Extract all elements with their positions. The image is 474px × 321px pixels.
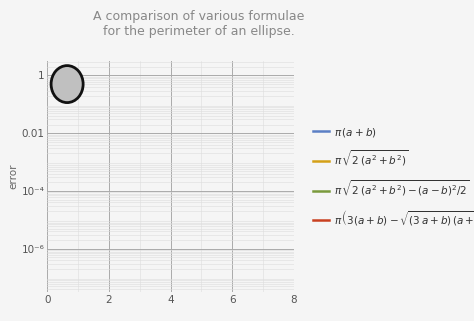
Y-axis label: error: error xyxy=(9,164,19,189)
Ellipse shape xyxy=(51,65,83,103)
Text: A comparison of various formulae
for the perimeter of an ellipse.: A comparison of various formulae for the… xyxy=(93,10,305,38)
Legend: $\pi\,(a+b)$, $\pi\,\sqrt{2\,(a^2+b^2)}$, $\pi\,\sqrt{2\,(a^2+b^2)-(a-b)^2/2}$, : $\pi\,(a+b)$, $\pi\,\sqrt{2\,(a^2+b^2)}$… xyxy=(309,121,474,232)
